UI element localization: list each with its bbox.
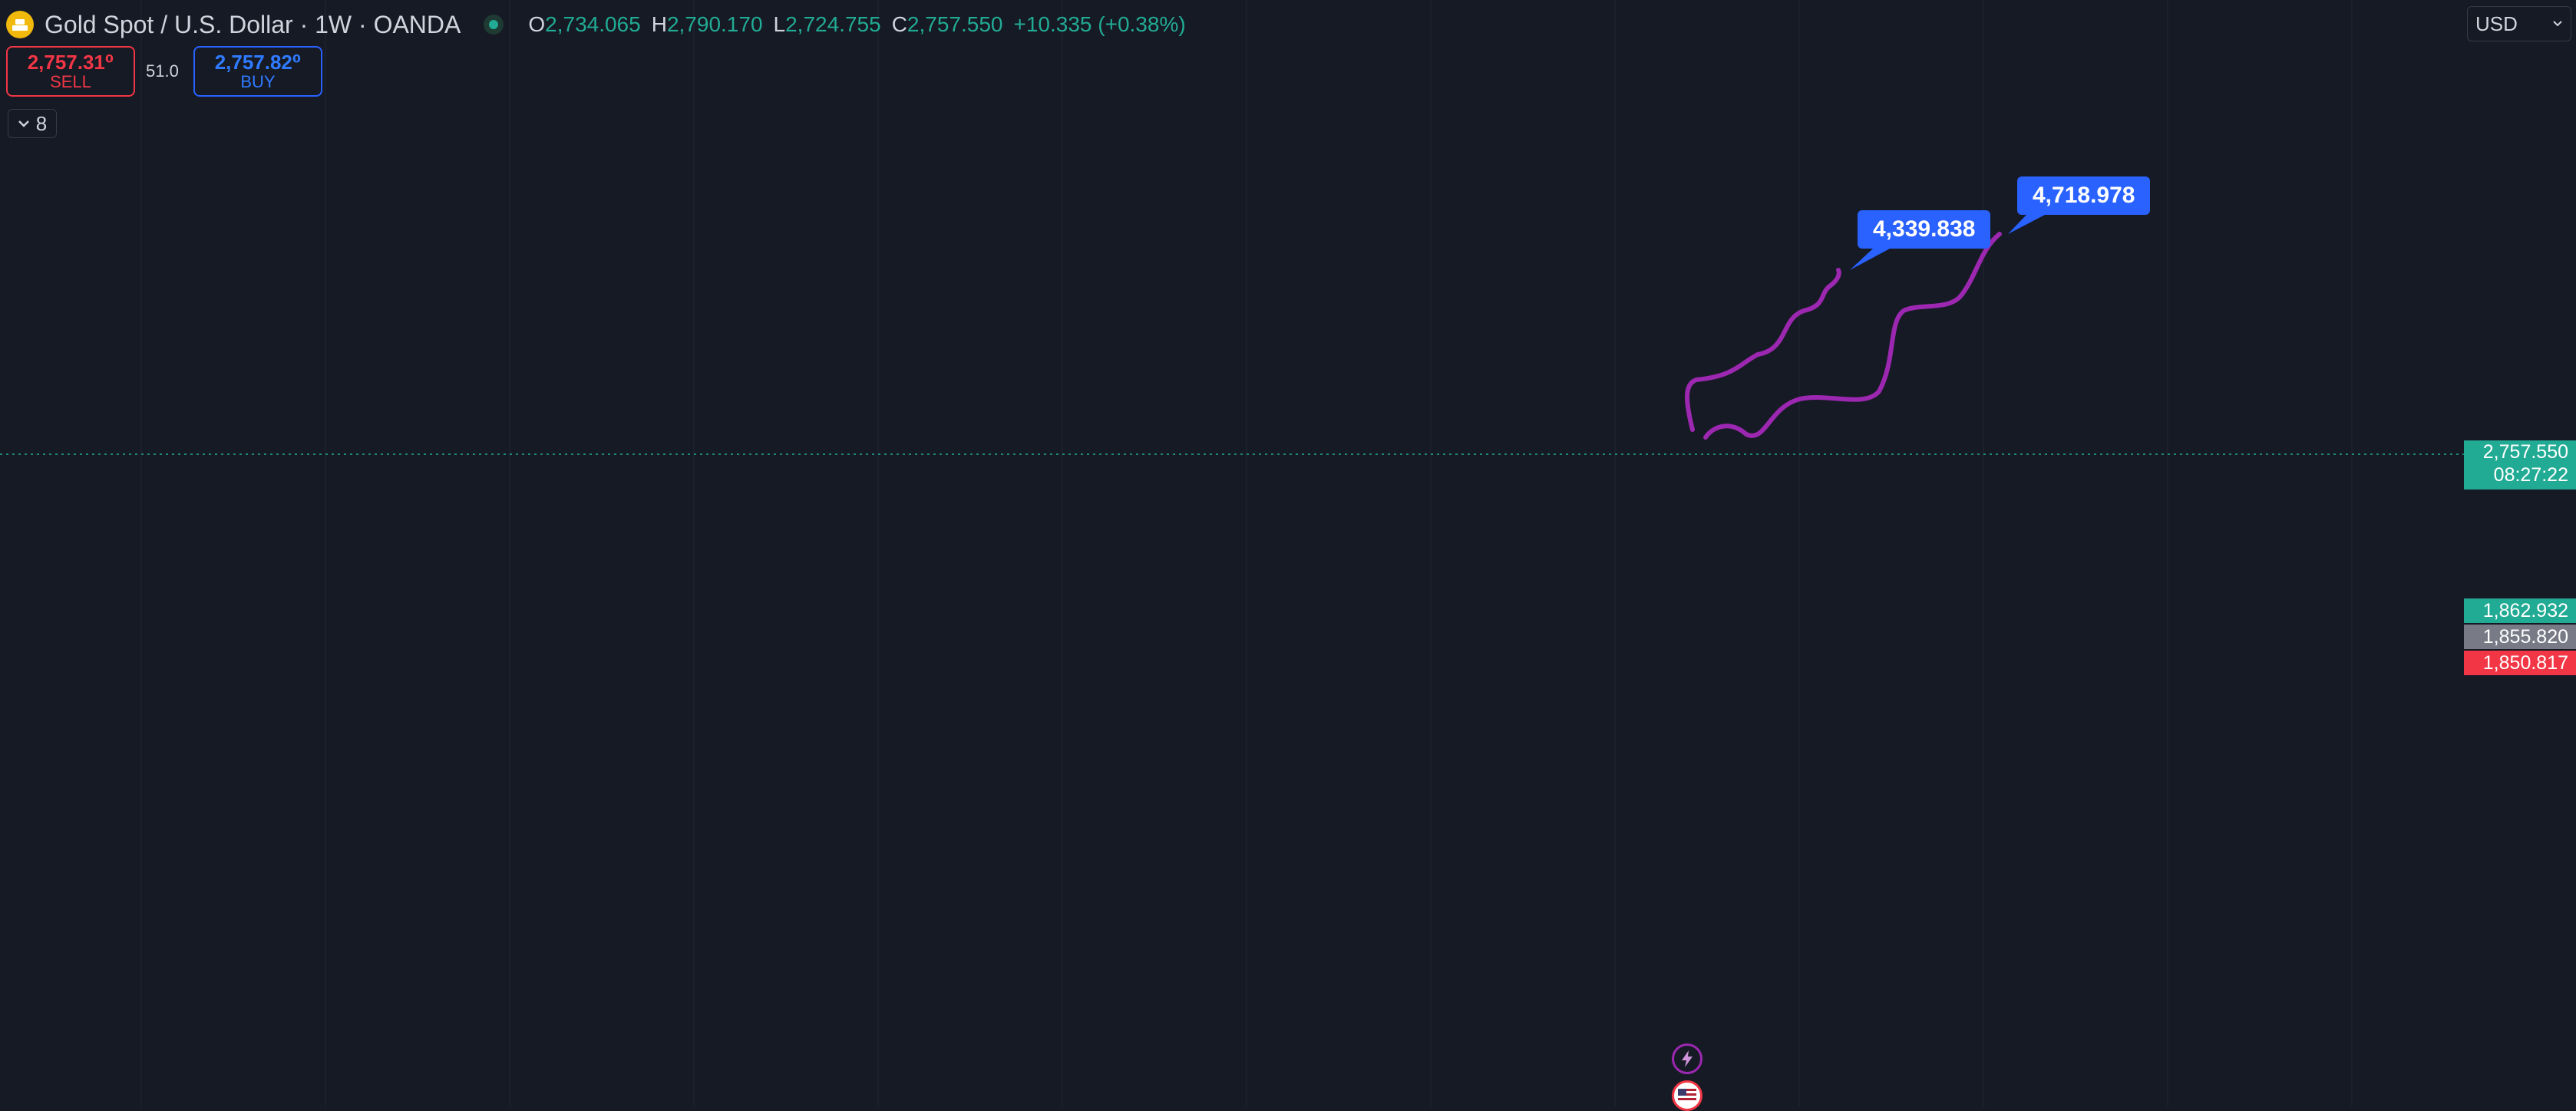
- change-value: +10.335 (+0.38%): [1013, 12, 1186, 36]
- chevron-down-icon: [2553, 21, 2562, 27]
- projection-path-2[interactable]: [1703, 232, 2002, 440]
- buy-button[interactable]: 2,757.82⁰ BUY: [193, 46, 322, 97]
- indicators-toggle-button[interactable]: 8: [8, 109, 57, 138]
- sell-price: 2,757.31⁰: [27, 50, 114, 74]
- target-label-1[interactable]: 4,339.838: [1858, 210, 1991, 249]
- us-flag-icon[interactable]: [1672, 1080, 1702, 1111]
- last-price-tag: 2,757.550 08:27:22: [2464, 440, 2576, 490]
- chart-grid: [140, 0, 2353, 1106]
- currency-value: USD: [2475, 12, 2518, 35]
- price-axis[interactable]: 7,200.0006,400.0005,650.0004,900.0004,30…: [2464, 0, 2576, 1106]
- low-price-tag: 1,850.817: [2464, 651, 2576, 675]
- spread-value: 51.0: [146, 61, 179, 81]
- buy-price: 2,757.82⁰: [214, 50, 302, 74]
- close-value: 2,757.550: [907, 12, 1003, 36]
- high-price-tag: 1,862.932: [2464, 598, 2576, 623]
- high-value: 2,790.170: [666, 12, 763, 36]
- ohlc-readout: O2,734.065 H2,790.170 L2,724.755 C2,757.…: [528, 12, 1185, 37]
- high-label: H: [651, 12, 667, 36]
- target-label-2[interactable]: 4,718.978: [2017, 176, 2151, 215]
- mid-price-tag: 1,855.820: [2464, 625, 2576, 649]
- bar-countdown: 08:27:22: [2493, 464, 2568, 486]
- close-label: C: [891, 12, 907, 36]
- last-price-value: 2,757.550: [2482, 441, 2568, 463]
- currency-select[interactable]: USD: [2467, 6, 2571, 41]
- projection-path-drawing[interactable]: [1685, 215, 2045, 440]
- gold-coin-icon: [6, 11, 34, 38]
- price-chart[interactable]: [0, 0, 2464, 1106]
- target-pointer-1: [1850, 249, 1890, 270]
- symbol-title[interactable]: Gold Spot / U.S. Dollar · 1W · OANDA: [45, 10, 461, 38]
- buy-label: BUY: [240, 72, 276, 92]
- chart-header: Gold Spot / U.S. Dollar · 1W · OANDA O2,…: [6, 8, 1186, 41]
- chevron-down-icon: [18, 120, 29, 127]
- market-open-icon: [484, 15, 504, 35]
- sell-button[interactable]: 2,757.31⁰ SELL: [6, 46, 135, 97]
- open-label: O: [528, 12, 546, 36]
- projection-path-1[interactable]: [1685, 268, 1841, 432]
- lightning-icon[interactable]: [1672, 1043, 1702, 1074]
- low-value: 2,724.755: [785, 12, 881, 36]
- sell-label: SELL: [50, 72, 91, 92]
- target-pointer-2: [2008, 215, 2045, 234]
- open-value: 2,734.065: [545, 12, 641, 36]
- indicators-count: 8: [35, 111, 48, 135]
- low-label: L: [773, 12, 786, 36]
